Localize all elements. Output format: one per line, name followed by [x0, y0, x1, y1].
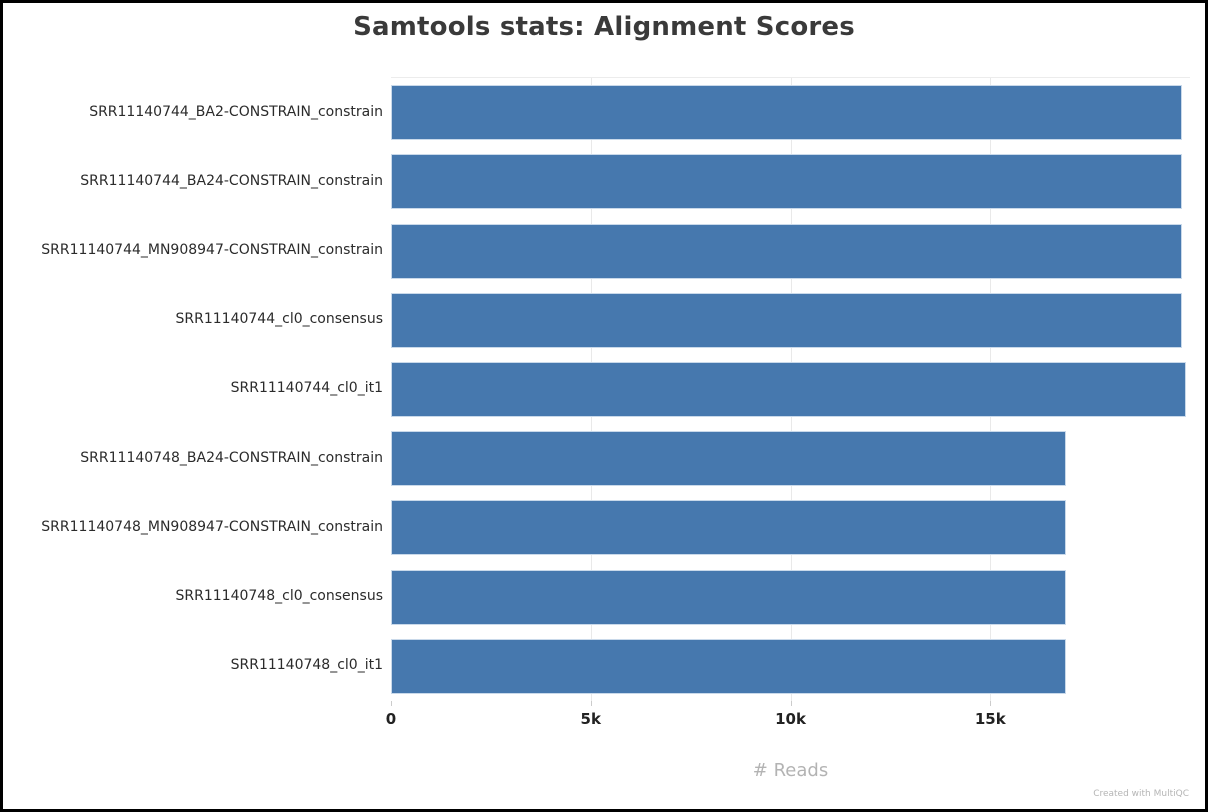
category-label: SRR11140744_MN908947-CONSTRAIN_constrain: [41, 242, 383, 259]
bar[interactable]: [391, 500, 1067, 556]
bar[interactable]: [391, 361, 1186, 417]
tick-label: 15k: [974, 710, 1006, 728]
category-label: SRR11140748_cl0_it1: [230, 657, 383, 674]
category-label: SRR11140748_BA24-CONSTRAIN_constrain: [80, 449, 383, 466]
tick-mark: [590, 701, 592, 706]
bar-row: [391, 632, 1190, 701]
x-axis: 0 5k 10k 15k: [386, 700, 1190, 740]
category-label: SRR11140748_cl0_consensus: [175, 588, 383, 605]
category-label: SRR11140744_BA2-CONSTRAIN_constrain: [89, 103, 383, 120]
bar-row: [391, 493, 1190, 562]
bar[interactable]: [391, 223, 1182, 279]
category-label: SRR11140744_BA24-CONSTRAIN_constrain: [80, 172, 383, 189]
tick-label: 5k: [580, 710, 601, 728]
bar-row: [391, 355, 1190, 424]
bar[interactable]: [391, 569, 1067, 625]
bar-row: [391, 216, 1190, 285]
tick-mark: [990, 701, 992, 706]
tick-mark: [790, 701, 792, 706]
plot-area: [391, 77, 1190, 701]
bar-row: [391, 286, 1190, 355]
category-label: SRR11140748_MN908947-CONSTRAIN_constrain: [41, 518, 383, 535]
bar[interactable]: [391, 431, 1067, 487]
x-axis-title: # Reads: [752, 760, 829, 781]
bar-row: [391, 78, 1190, 147]
category-label: SRR11140744_cl0_consensus: [175, 311, 383, 328]
bar-row: [391, 424, 1190, 493]
bar[interactable]: [391, 154, 1182, 210]
tick-label: 10k: [775, 710, 806, 728]
bar[interactable]: [391, 85, 1182, 141]
bar[interactable]: [391, 292, 1182, 348]
bar-rows: [391, 78, 1190, 701]
multiqc-watermark: Created with MultiQC: [1093, 789, 1189, 799]
tick-label: 0: [385, 710, 397, 728]
bar[interactable]: [391, 638, 1067, 694]
category-labels: SRR11140744_BA2-CONSTRAIN_constrain SRR11…: [3, 77, 383, 700]
category-label: SRR11140744_cl0_it1: [230, 380, 383, 397]
chart-title: Samtools stats: Alignment Scores: [353, 12, 855, 42]
tick-mark: [391, 701, 392, 706]
bar-row: [391, 563, 1190, 632]
bar-row: [391, 147, 1190, 216]
